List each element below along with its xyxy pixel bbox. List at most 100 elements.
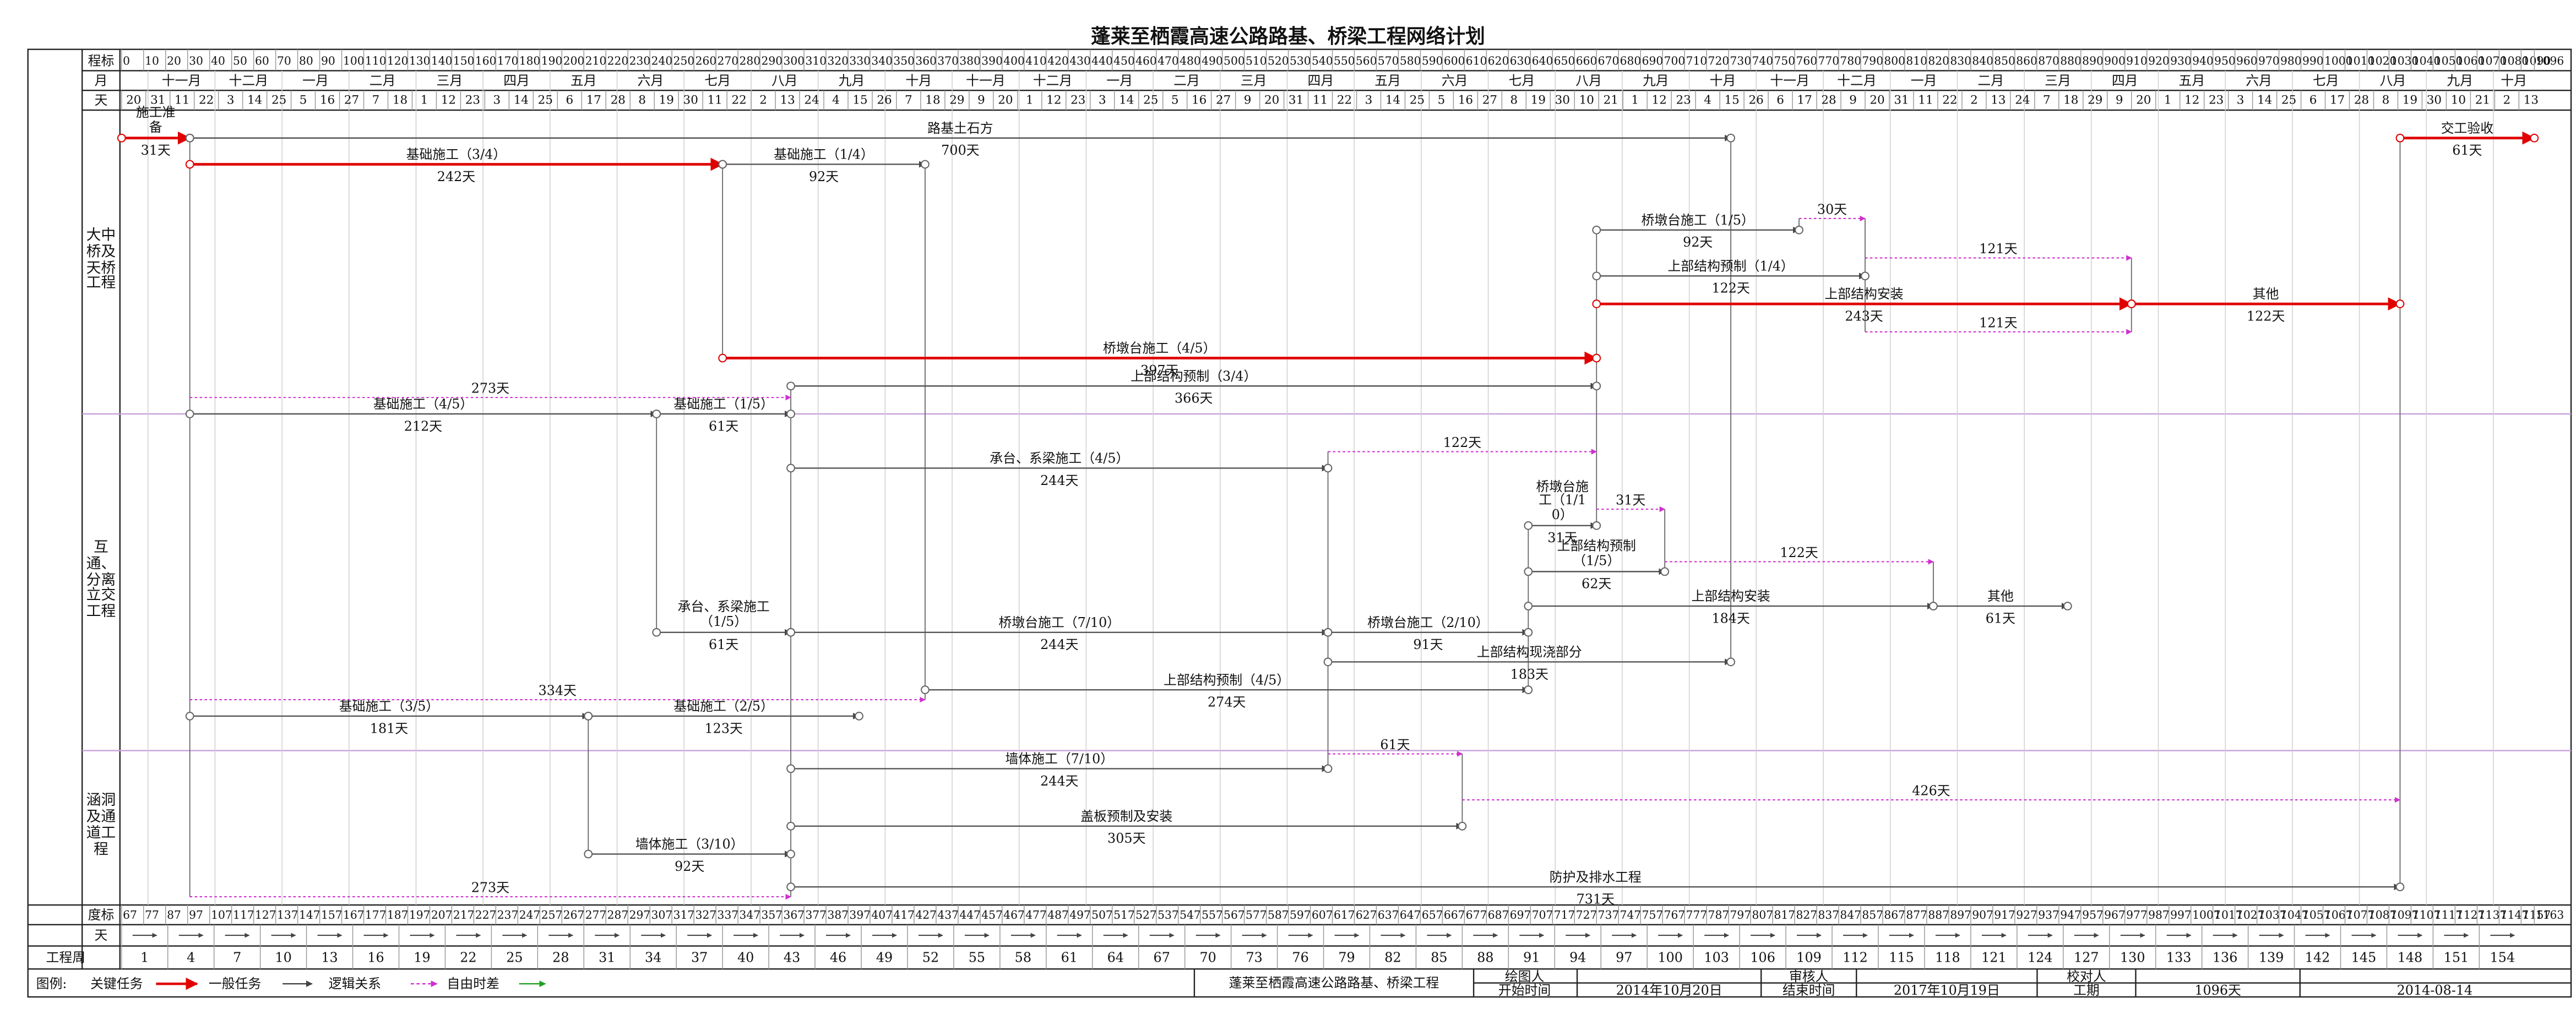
scale-label: 447 xyxy=(959,908,981,921)
task-name-box: 上部结构预制（1/5） xyxy=(1557,539,1636,567)
legend-label: 关键任务 xyxy=(90,976,143,991)
day-label: 5 xyxy=(300,94,307,107)
float-label: 273天 xyxy=(471,381,510,396)
day-label: 17 xyxy=(586,94,601,107)
scale-label: 320 xyxy=(827,54,849,68)
scale-label: 797 xyxy=(1730,908,1752,921)
day-label: 20 xyxy=(2136,94,2151,107)
scale-label: 397 xyxy=(849,908,871,921)
week-label: 94 xyxy=(1569,950,1586,965)
row-headers: 程标 月 天 度标 天 工程周 xyxy=(46,53,115,966)
month-label: 三月 xyxy=(1241,73,1267,88)
day-label: 6 xyxy=(566,94,573,107)
scale-label: 947 xyxy=(2060,908,2082,921)
day-label: 11 xyxy=(1313,94,1328,107)
day-label: 30 xyxy=(683,94,698,107)
scale-label: 1107 xyxy=(2412,908,2441,921)
task-duration: 244天 xyxy=(1040,473,1079,488)
week-label: 58 xyxy=(1015,950,1031,965)
week-label: 61 xyxy=(1061,950,1078,965)
day-label: 16 xyxy=(1192,94,1207,107)
day-label: 12 xyxy=(1652,94,1667,107)
scale-label: 327 xyxy=(695,908,717,921)
scale-label: 607 xyxy=(1312,908,1333,921)
scale-label: 817 xyxy=(1774,908,1795,921)
week-label: 13 xyxy=(321,950,338,965)
scale-label: 500 xyxy=(1224,54,1245,68)
scale-label: 537 xyxy=(1157,908,1179,921)
scale-label: 567 xyxy=(1224,908,1245,921)
scale-label: 407 xyxy=(871,908,893,921)
scale-label: 577 xyxy=(1246,908,1267,921)
month-label: 五月 xyxy=(2179,73,2205,88)
day-label: 12 xyxy=(2184,94,2199,107)
scale-label: 790 xyxy=(1862,54,1883,68)
scale-label: 960 xyxy=(2236,54,2258,68)
node xyxy=(1524,602,1533,610)
day-label: 1 xyxy=(2164,94,2172,107)
scale-label: 507 xyxy=(1091,908,1113,921)
scale-label: 927 xyxy=(2016,908,2037,921)
scale-label: 50 xyxy=(233,54,247,68)
week-label: 7 xyxy=(233,950,241,965)
node xyxy=(185,160,194,169)
node xyxy=(1795,225,1803,234)
scale-label: 440 xyxy=(1091,54,1113,68)
month-label: 十月 xyxy=(1710,73,1736,88)
day-label: 10 xyxy=(1579,94,1594,107)
float-label: 31天 xyxy=(1616,493,1645,508)
week-label: 28 xyxy=(552,950,569,965)
month-label: 二月 xyxy=(369,73,396,88)
task-name: 承台、系梁施工（4/5） xyxy=(990,451,1129,466)
scale-label: 487 xyxy=(1047,908,1069,921)
node xyxy=(1323,628,1333,637)
day-label: 25 xyxy=(1410,94,1425,107)
scale-label: 827 xyxy=(1796,908,1817,921)
scale-label: 767 xyxy=(1664,908,1686,921)
node xyxy=(1592,381,1601,391)
scale-label: 300 xyxy=(783,54,805,68)
day-label: 11 xyxy=(1918,94,1933,107)
task-duration: 274天 xyxy=(1208,695,1246,710)
scale-label: 1027 xyxy=(2236,908,2265,921)
day-label: 29 xyxy=(949,94,964,107)
scale-label: 417 xyxy=(893,908,915,921)
week-label: 76 xyxy=(1292,950,1308,965)
day-label: 31 xyxy=(150,94,165,107)
task-duration: 31天 xyxy=(1547,530,1577,546)
node xyxy=(185,410,194,418)
task-duration: 92天 xyxy=(1683,234,1713,250)
scale-label: 620 xyxy=(1488,54,1509,68)
task-duration: 183天 xyxy=(1510,667,1549,682)
scale-label: 880 xyxy=(2060,54,2082,68)
scale-label: 147 xyxy=(299,908,320,921)
day-label: 8 xyxy=(638,94,646,107)
week-label: 139 xyxy=(2259,950,2284,965)
day-label: 13 xyxy=(780,94,795,107)
scale-label: 647 xyxy=(1400,908,1421,921)
scale-label: 340 xyxy=(871,54,893,68)
scale-label: 990 xyxy=(2302,54,2324,68)
scale-label: 0 xyxy=(123,54,130,68)
day-label: 28 xyxy=(2354,94,2369,107)
scale-label: 950 xyxy=(2214,54,2236,68)
task-duration: 31天 xyxy=(141,143,171,158)
scale-label: 150 xyxy=(453,54,475,68)
scale-label: 427 xyxy=(915,908,937,921)
scale-label: 360 xyxy=(915,54,937,68)
task-name: 上部结构安装 xyxy=(1824,286,1903,302)
scale-label: 457 xyxy=(981,908,1003,921)
day-label: 23 xyxy=(2209,94,2224,107)
scale-label: 227 xyxy=(475,908,497,921)
float-label: 273天 xyxy=(471,880,510,896)
month-label: 四月 xyxy=(2112,73,2138,88)
month-label: 八月 xyxy=(2380,73,2406,88)
month-label: 四月 xyxy=(503,73,530,88)
section-label: 互通、分离立交工程 xyxy=(86,539,116,621)
scale-label: 627 xyxy=(1356,908,1377,921)
scale-label: 550 xyxy=(1334,54,1355,68)
week-label: 112 xyxy=(1843,950,1868,965)
day-label: 23 xyxy=(1070,94,1085,107)
scale-label: 1017 xyxy=(2214,908,2243,921)
scale-label: 897 xyxy=(1950,908,1971,921)
